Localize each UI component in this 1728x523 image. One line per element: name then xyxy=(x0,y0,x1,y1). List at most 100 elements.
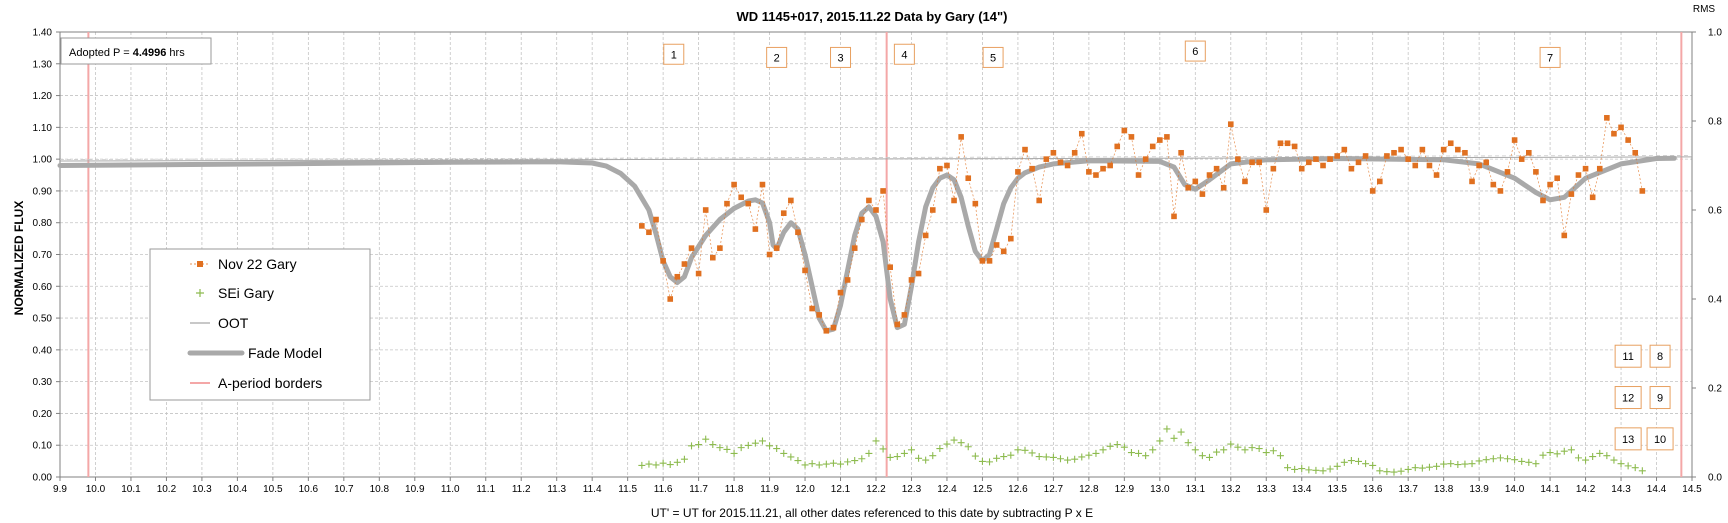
data-point xyxy=(1227,121,1234,127)
y-tick-label: 1.00 xyxy=(33,155,53,166)
rms-point xyxy=(1269,447,1277,455)
right-label: 8 xyxy=(1649,344,1671,368)
rms-point xyxy=(829,459,837,467)
rms-point xyxy=(666,461,674,469)
x-tick-label: 11.8 xyxy=(725,484,744,495)
rms-point xyxy=(1603,452,1611,460)
data-point xyxy=(1412,162,1419,169)
rms-point xyxy=(936,445,944,453)
data-point xyxy=(1419,146,1426,153)
data-point xyxy=(1043,156,1050,162)
legend-item-a-period-borders: A-period borders xyxy=(190,375,322,391)
data-point xyxy=(816,312,823,318)
data-point xyxy=(958,134,964,140)
data-point xyxy=(1540,197,1546,204)
data-point xyxy=(887,264,893,271)
data-point xyxy=(1561,232,1568,239)
y2-tick-label: 0.4 xyxy=(1708,295,1722,306)
legend-item-oot: OOT xyxy=(190,315,249,331)
rms-point xyxy=(1028,449,1036,457)
rms-point xyxy=(723,445,731,453)
rms-point xyxy=(744,441,752,449)
rms-point xyxy=(1298,465,1306,473)
data-point xyxy=(688,245,695,251)
data-point xyxy=(1554,175,1560,182)
rms-point xyxy=(1170,434,1178,442)
data-point xyxy=(738,194,744,201)
x-tick-label: 11.4 xyxy=(583,484,602,495)
data-point xyxy=(724,200,730,207)
data-point xyxy=(1440,146,1447,153)
rms-point xyxy=(1496,454,1504,462)
rms-point xyxy=(957,439,965,447)
y-tick-label: 1.30 xyxy=(33,59,53,70)
data-point xyxy=(1178,149,1184,156)
data-point xyxy=(1476,162,1482,169)
x-tick-label: 10.3 xyxy=(192,484,212,495)
rms-point xyxy=(773,445,781,453)
rms-point xyxy=(1574,454,1582,462)
rms-point xyxy=(1504,455,1512,463)
rms-point xyxy=(1127,449,1135,457)
x-tick-label: 14.5 xyxy=(1682,484,1702,495)
data-point xyxy=(639,223,645,229)
y2-tick-label: 0.0 xyxy=(1708,473,1722,484)
x-tick-label: 10.7 xyxy=(334,484,354,495)
data-point xyxy=(1533,169,1539,175)
x-tick-label: 14.1 xyxy=(1540,484,1560,495)
x-tick-label: 11.9 xyxy=(760,484,779,495)
rms-point xyxy=(1227,440,1235,448)
data-point xyxy=(681,261,688,267)
x-tick-label: 13.4 xyxy=(1292,484,1312,495)
data-point xyxy=(1426,162,1433,169)
data-point xyxy=(1568,191,1575,197)
data-point xyxy=(837,289,844,296)
data-point xyxy=(880,188,886,194)
rms-point xyxy=(1454,461,1462,469)
rms-point xyxy=(1276,452,1284,460)
data-point xyxy=(851,245,858,251)
data-point xyxy=(1157,137,1163,143)
data-point xyxy=(1348,165,1355,172)
rms-point xyxy=(879,445,887,453)
data-point xyxy=(1015,169,1021,175)
rms-point xyxy=(673,458,681,466)
rms-point xyxy=(730,449,738,457)
data-point xyxy=(1376,178,1383,185)
data-point xyxy=(1249,159,1255,166)
data-point xyxy=(1206,172,1213,178)
data-point xyxy=(1298,165,1305,172)
rms-point xyxy=(1255,445,1263,453)
rms-point xyxy=(758,437,766,445)
x-tick-label: 14.2 xyxy=(1576,484,1596,495)
data-point xyxy=(901,312,908,318)
x-tick-label: 10.6 xyxy=(299,484,319,495)
rms-point xyxy=(1149,446,1157,454)
data-point xyxy=(1518,156,1525,162)
rms-point xyxy=(1035,453,1043,461)
x-tick-label: 12.5 xyxy=(973,484,993,495)
y-tick-label: 0.40 xyxy=(33,345,53,356)
x-tick-label: 12.8 xyxy=(1079,484,1099,495)
data-point xyxy=(986,258,993,264)
data-point xyxy=(1192,178,1199,185)
rms-point xyxy=(1418,464,1426,472)
x-tick-label: 9.9 xyxy=(53,484,67,495)
rms-point xyxy=(1369,461,1377,469)
data-point xyxy=(759,181,766,188)
data-point xyxy=(1490,181,1497,188)
right-label-text: 9 xyxy=(1657,393,1663,405)
legend-item-sei-gary: SEi Gary xyxy=(196,285,274,301)
y2-axis-ticks: 0.0 0.2 0.4 0.6 0.8 1.0 xyxy=(1692,28,1722,484)
chart-title: WD 1145+017, 2015.11.22 Data by Gary (14… xyxy=(736,9,1007,24)
rms-point xyxy=(978,457,986,465)
right-label-box xyxy=(1614,427,1642,451)
rms-point xyxy=(1355,457,1362,465)
rms-point xyxy=(1099,446,1107,454)
data-point xyxy=(745,200,752,207)
data-point xyxy=(731,181,737,188)
rms-point xyxy=(1078,453,1086,461)
rms-point xyxy=(1411,464,1419,472)
rms-point xyxy=(1390,468,1398,476)
rms-point xyxy=(844,458,852,466)
